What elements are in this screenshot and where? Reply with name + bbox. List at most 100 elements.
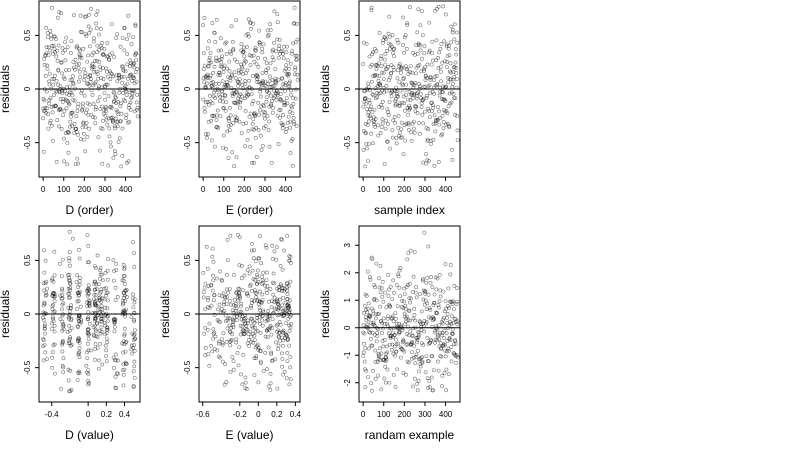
data-point: [289, 313, 294, 317]
data-point: [219, 48, 224, 53]
data-point: [430, 109, 434, 114]
x-axis-title: randam example: [365, 428, 455, 442]
data-point: [255, 297, 260, 302]
data-point: [419, 309, 424, 314]
data-point: [121, 262, 126, 267]
data-point: [384, 305, 389, 310]
data-point: [71, 60, 76, 65]
data-point: [53, 371, 57, 376]
data-point: [230, 332, 235, 337]
data-point: [290, 163, 295, 168]
data-point: [270, 243, 275, 248]
data-point: [426, 84, 431, 89]
data-point: [89, 348, 93, 353]
data-point: [123, 349, 128, 354]
data-point: [41, 358, 46, 363]
data-point: [105, 340, 110, 345]
x-tick-label: 300: [98, 185, 112, 194]
data-point: [207, 363, 212, 368]
data-point: [61, 113, 66, 118]
data-point: [408, 106, 413, 111]
data-point: [278, 107, 283, 112]
data-point: [265, 28, 270, 33]
data-point: [228, 233, 233, 238]
data-point: [284, 50, 289, 54]
data-point: [51, 93, 56, 98]
data-point: [236, 291, 241, 296]
data-point: [132, 300, 137, 305]
data-point: [446, 80, 451, 85]
data-point: [221, 106, 226, 110]
data-point: [205, 99, 210, 104]
data-point: [418, 361, 423, 366]
data-point: [79, 30, 84, 35]
data-point: [375, 64, 380, 69]
data-point: [206, 305, 211, 309]
data-point: [258, 89, 263, 94]
data-point: [260, 298, 265, 303]
data-point: [133, 336, 137, 341]
data-point: [291, 119, 296, 124]
data-point: [203, 109, 207, 114]
data-point: [374, 96, 379, 101]
data-point: [59, 11, 64, 16]
data-point: [241, 49, 246, 54]
data-point: [86, 337, 91, 342]
data-point: [395, 68, 400, 73]
data-point: [266, 82, 271, 86]
data-point: [369, 79, 374, 84]
data-point: [207, 75, 212, 80]
data-point: [213, 82, 218, 86]
data-point: [104, 359, 109, 364]
data-point: [398, 330, 402, 335]
data-point: [293, 67, 298, 72]
data-point: [98, 272, 103, 277]
data-point: [417, 121, 421, 125]
data-point: [52, 46, 57, 51]
data-point: [266, 66, 271, 71]
data-point: [386, 287, 391, 292]
data-point: [129, 95, 134, 100]
data-point: [408, 98, 413, 102]
data-point: [211, 278, 216, 283]
data-point: [98, 341, 103, 346]
data-point: [45, 67, 50, 72]
data-point: [208, 73, 213, 78]
data-point: [282, 248, 287, 253]
data-point: [123, 299, 128, 304]
data-point: [422, 65, 427, 70]
data-point: [78, 53, 83, 58]
data-point: [129, 347, 134, 352]
data-point: [238, 98, 243, 102]
y-axis-title: residuals: [158, 65, 172, 113]
data-point: [45, 286, 50, 291]
data-point: [238, 105, 242, 110]
data-point: [269, 305, 274, 310]
data-point: [250, 241, 255, 246]
data-point: [440, 321, 445, 326]
data-point: [446, 46, 451, 51]
data-point: [91, 332, 96, 337]
data-point: [104, 293, 108, 298]
data-point: [126, 13, 131, 18]
data-point: [267, 144, 272, 149]
data-point: [380, 321, 385, 326]
data-point: [132, 364, 137, 369]
data-point: [258, 330, 263, 335]
data-point: [403, 372, 408, 377]
data-point: [114, 101, 119, 106]
data-point: [62, 159, 67, 164]
data-point: [211, 80, 215, 84]
data-point: [367, 142, 372, 147]
data-point: [50, 44, 55, 48]
data-point: [428, 75, 433, 80]
data-point: [288, 254, 293, 259]
data-point: [383, 364, 388, 369]
data-point: [42, 98, 47, 103]
data-point: [100, 278, 105, 283]
data-point: [203, 307, 208, 312]
data-point: [42, 318, 46, 322]
data-point: [260, 323, 265, 328]
data-point: [432, 292, 437, 297]
